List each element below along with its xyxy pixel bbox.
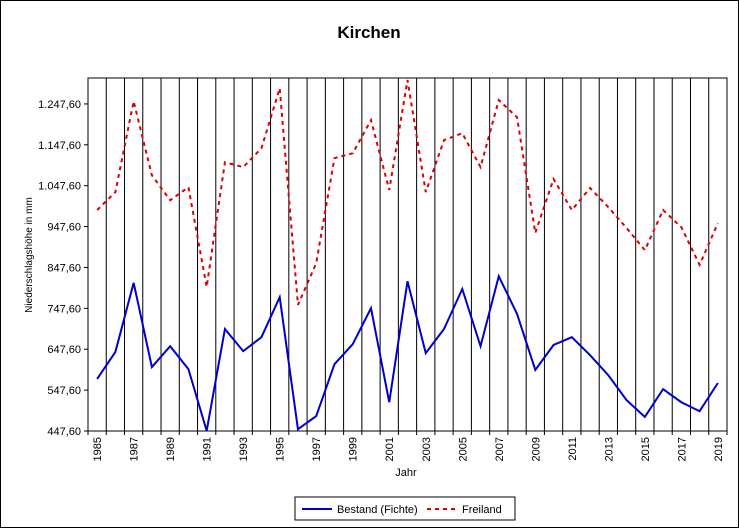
x-tick-label: 2003: [421, 437, 433, 461]
x-tick-label: 2001: [384, 437, 396, 461]
x-tick-label: 1985: [92, 437, 104, 461]
plot-area: [87, 77, 728, 432]
x-tick-label: 2013: [603, 437, 615, 461]
legend: [294, 496, 516, 521]
x-tick-label: 1991: [202, 437, 214, 461]
x-tick-label: 1987: [129, 437, 141, 461]
legend-label: Bestand (Fichte): [337, 504, 418, 516]
x-tick-label: 1989: [165, 437, 177, 461]
x-tick-label: 1993: [238, 437, 250, 461]
y-tick-label: 647,60: [47, 344, 81, 356]
x-tick-label: 2007: [494, 437, 506, 461]
y-tick-label: 1.247,60: [38, 99, 81, 111]
x-tick-label: 2019: [713, 437, 725, 461]
y-tick-label: 447,60: [47, 426, 81, 438]
x-tick-label: 1995: [275, 437, 287, 461]
x-tick-label: 1999: [348, 437, 360, 461]
x-axis-title: Jahr: [395, 467, 417, 479]
x-tick-label: 1997: [311, 437, 323, 461]
series-line: [96, 79, 719, 306]
y-tick-label: 747,60: [47, 303, 81, 315]
x-tick-label: 2017: [676, 437, 688, 461]
y-tick-label: 947,60: [47, 222, 81, 234]
chart-title: Kirchen: [337, 23, 400, 42]
x-tick-label: 2015: [640, 437, 652, 461]
y-tick-label: 847,60: [47, 262, 81, 274]
x-tick-label: 2011: [567, 437, 579, 461]
x-tick-label: 2009: [530, 437, 542, 461]
series-line: [96, 273, 719, 432]
y-tick-label: 547,60: [47, 385, 81, 397]
y-tick-label: 1.047,60: [38, 181, 81, 193]
y-tick-label: 1.147,60: [38, 140, 81, 152]
legend-label: Freiland: [462, 504, 502, 516]
x-tick-label: 2005: [457, 437, 469, 461]
y-axis-title: Niederschlagshöhe in mm: [24, 197, 35, 313]
